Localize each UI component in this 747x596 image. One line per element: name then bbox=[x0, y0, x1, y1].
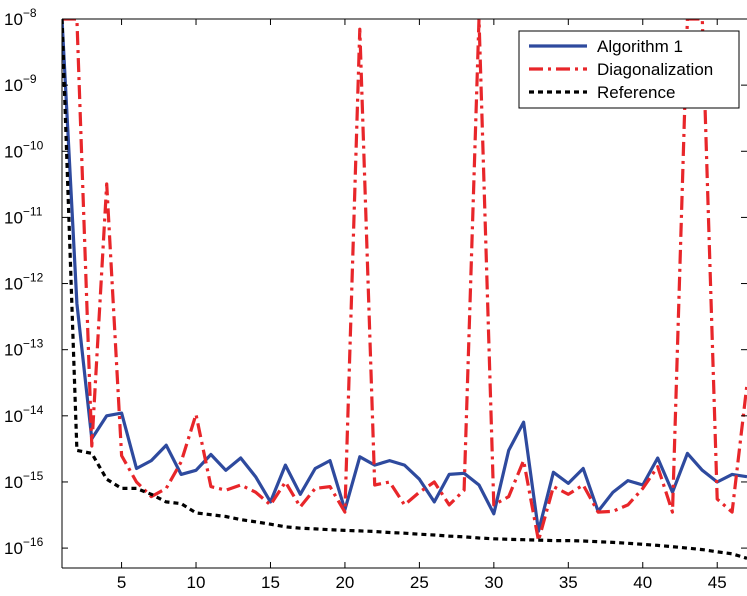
x-tick-label: 45 bbox=[708, 573, 727, 592]
y-tick-label: 10−16 bbox=[4, 535, 44, 558]
y-tick-label: 10−11 bbox=[4, 204, 43, 227]
legend-label-2: Diagonalization bbox=[597, 60, 713, 79]
series-line-3 bbox=[62, 19, 747, 560]
y-tick-label: 10−13 bbox=[4, 337, 44, 360]
y-tick-label: 10−12 bbox=[4, 271, 44, 294]
series-line-1 bbox=[62, 19, 747, 533]
x-tick-label: 15 bbox=[261, 573, 280, 592]
x-tick-label: 35 bbox=[559, 573, 578, 592]
y-tick-label: 10−10 bbox=[4, 138, 44, 161]
x-tick-label: 25 bbox=[410, 573, 429, 592]
y-tick-label: 10−8 bbox=[4, 6, 37, 29]
y-tick-label: 10−9 bbox=[4, 72, 37, 95]
legend-box bbox=[518, 30, 740, 109]
series-line-2 bbox=[62, 19, 747, 543]
x-tick-label: 10 bbox=[187, 573, 206, 592]
x-tick-label: 40 bbox=[633, 573, 652, 592]
x-tick-label: 5 bbox=[117, 573, 126, 592]
x-tick-label: 20 bbox=[335, 573, 354, 592]
legend: Algorithm 1 Diagonalization Reference bbox=[518, 30, 740, 109]
y-tick-label: 10−15 bbox=[4, 469, 44, 492]
legend-label-3: Reference bbox=[597, 83, 675, 102]
plot-area bbox=[62, 19, 747, 568]
legend-label-1: Algorithm 1 bbox=[597, 37, 683, 56]
x-tick-label: 30 bbox=[484, 573, 503, 592]
y-tick-label: 10−14 bbox=[4, 403, 44, 426]
